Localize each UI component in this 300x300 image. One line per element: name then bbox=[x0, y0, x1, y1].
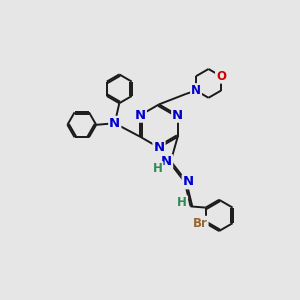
Text: O: O bbox=[216, 70, 226, 83]
Text: N: N bbox=[135, 109, 146, 122]
Text: N: N bbox=[161, 155, 172, 168]
Text: N: N bbox=[183, 175, 194, 188]
Text: N: N bbox=[109, 117, 120, 130]
Text: H: H bbox=[153, 162, 163, 175]
Text: H: H bbox=[177, 196, 187, 209]
Text: N: N bbox=[153, 141, 165, 154]
Text: N: N bbox=[191, 84, 201, 97]
Text: Br: Br bbox=[193, 217, 208, 230]
Text: N: N bbox=[172, 109, 183, 122]
